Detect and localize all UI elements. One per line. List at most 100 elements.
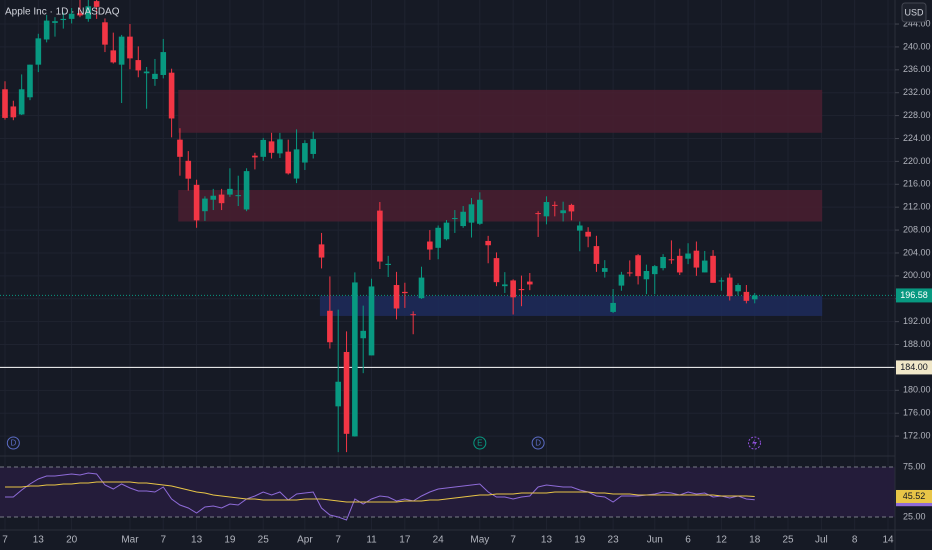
x-tick-label: 6 xyxy=(685,535,691,546)
rsi-value-label: 45.52 xyxy=(903,491,926,501)
x-tick-label: 13 xyxy=(33,535,45,546)
y-tick-label: 172.00 xyxy=(903,430,931,440)
currency-label: USD xyxy=(904,7,924,17)
candle-body xyxy=(360,330,366,339)
candle-body xyxy=(210,195,217,200)
candle-body xyxy=(560,210,566,214)
x-tick-label: Mar xyxy=(121,535,139,546)
x-tick-label: 20 xyxy=(66,535,78,546)
rsi-tick-label: 25.00 xyxy=(903,511,926,521)
y-tick-label: 176.00 xyxy=(903,408,931,418)
candle-body xyxy=(60,18,67,21)
event-marker xyxy=(6,436,20,450)
candle-body xyxy=(718,280,725,282)
candle-body xyxy=(452,218,458,220)
x-tick-label: 19 xyxy=(224,535,236,546)
candle-body xyxy=(193,184,200,221)
candle-body xyxy=(118,36,125,65)
x-tick-label: 17 xyxy=(399,535,411,546)
candle-body xyxy=(235,195,242,197)
candle-body xyxy=(318,244,325,258)
candle-body xyxy=(576,225,583,231)
candle-body xyxy=(635,255,641,277)
x-tick-label: 23 xyxy=(608,535,620,546)
candle-body xyxy=(393,285,400,309)
candle-body xyxy=(343,351,350,434)
candle-body xyxy=(35,38,42,65)
candle-body xyxy=(260,139,267,157)
candle-body xyxy=(543,202,550,217)
candle-body xyxy=(418,277,425,299)
x-tick-label: 8 xyxy=(852,535,858,546)
event-label: D xyxy=(535,439,541,448)
price-label-box xyxy=(896,360,932,375)
candle-body xyxy=(701,260,708,273)
axes: 7 13 20 Mar 7 13 19 25 Apr 7 11 17 24 May 7 13 19 23 Jun 6 1… xyxy=(2,18,932,546)
x-tick-label: 12 xyxy=(716,535,728,546)
candle-body xyxy=(243,171,250,210)
y-tick-label: 192.00 xyxy=(903,316,931,326)
candle-body xyxy=(618,274,625,286)
rsi-line xyxy=(5,472,755,521)
candle-body xyxy=(177,139,183,157)
zone xyxy=(319,295,823,316)
candle-body xyxy=(651,266,658,275)
candle-body xyxy=(277,139,283,154)
candle-body xyxy=(302,143,308,163)
candle-body xyxy=(168,72,175,119)
x-tick-label: 25 xyxy=(782,535,794,546)
x-tick-label: Apr xyxy=(297,535,313,546)
candle-body xyxy=(726,277,733,297)
zone xyxy=(178,89,823,133)
candle-body xyxy=(660,256,666,269)
x-tick-label: 7 xyxy=(335,535,341,546)
candle-body xyxy=(102,22,108,45)
dividend-icon xyxy=(748,436,761,450)
candle-body xyxy=(427,241,433,250)
candle-body xyxy=(202,198,208,212)
candle-body xyxy=(485,240,491,246)
candle-body xyxy=(510,280,516,298)
candle-body xyxy=(593,246,600,264)
x-tick-label: 25 xyxy=(258,535,270,546)
x-tick-label: 18 xyxy=(749,535,761,546)
x-tick-label: 11 xyxy=(366,535,377,546)
candle-body xyxy=(110,50,117,63)
y-tick-label: 212.00 xyxy=(903,202,931,212)
candle-body xyxy=(43,20,50,40)
candle-body xyxy=(52,21,58,23)
candle-body xyxy=(10,106,17,118)
candle-body xyxy=(601,268,608,272)
x-tick-label: 19 xyxy=(574,535,586,546)
y-tick-label: 224.00 xyxy=(903,133,931,143)
y-tick-label: 228.00 xyxy=(903,110,931,120)
candle-body xyxy=(285,151,292,174)
candle-body xyxy=(127,36,133,59)
price-label: 184.00 xyxy=(900,362,928,372)
candle-body xyxy=(443,222,450,240)
x-tick-label: Jun xyxy=(647,535,663,546)
x-tick-label: 14 xyxy=(882,535,894,546)
candle-body xyxy=(402,291,408,294)
y-tick-label: 188.00 xyxy=(903,339,931,349)
candle-body xyxy=(527,281,533,285)
candle-body xyxy=(293,149,300,179)
currency-button[interactable] xyxy=(901,2,927,23)
candle-body xyxy=(268,141,275,153)
y-tick-label: 204.00 xyxy=(903,247,931,257)
y-tick-label: 244.00 xyxy=(903,18,931,28)
candle-body xyxy=(568,204,575,212)
rsi-tick-label: 75.00 xyxy=(903,461,926,471)
candle-body xyxy=(535,213,541,215)
candle-body xyxy=(668,259,675,261)
candle-body xyxy=(460,211,466,227)
candle-body xyxy=(377,210,383,262)
x-tick-label: 13 xyxy=(191,535,203,546)
candle-body xyxy=(685,253,691,259)
candle-body xyxy=(135,60,142,71)
x-tick-label: 13 xyxy=(541,535,553,546)
y-tick-label: 240.00 xyxy=(903,41,931,51)
x-tick-label: 7 xyxy=(510,535,516,546)
x-tick-label: May xyxy=(470,535,489,546)
